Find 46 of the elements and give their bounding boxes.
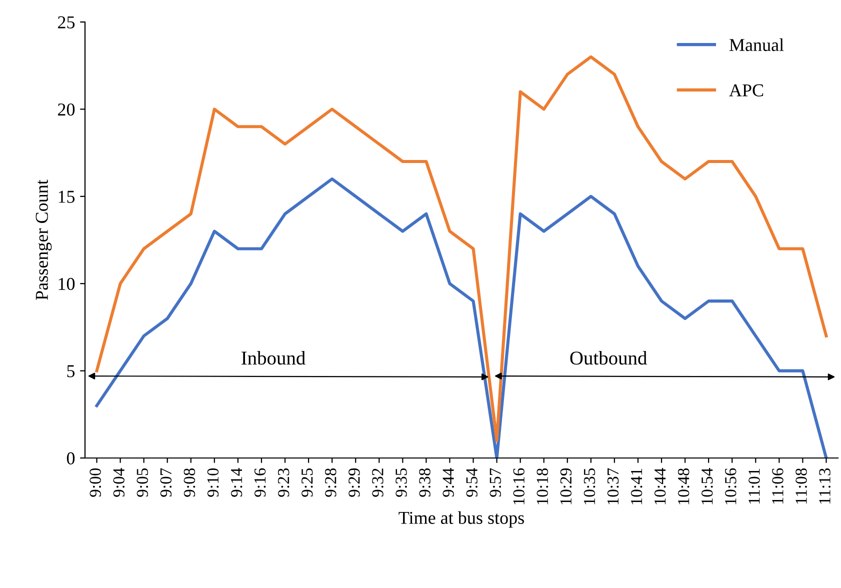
x-tick-label: 9:04: [113, 468, 125, 497]
legend-label: Manual: [729, 38, 784, 52]
y-tick-label: 5: [67, 365, 75, 378]
annotation: Inbound: [242, 350, 306, 365]
x-tick-label: 9:29: [348, 468, 360, 497]
x-tick-label: 9:00: [90, 468, 102, 497]
y-tick-label: 10: [58, 278, 75, 290]
x-tick-label: 10:41: [630, 468, 642, 504]
x-tick-label: 10:48: [678, 468, 690, 504]
x-tick-label: 9:16: [254, 468, 266, 497]
x-tick-label: 9:44: [442, 468, 454, 497]
line-series: [95, 55, 828, 442]
x-tick-label: 11:06: [772, 468, 784, 504]
y-axis-title: Passenger Count: [36, 180, 52, 300]
x-tick-label: 9:28: [325, 468, 336, 497]
x-tick-label: 9:07: [160, 468, 172, 497]
x-tick-label: 9:57: [490, 468, 502, 497]
x-tick-label: 10:29: [560, 468, 572, 504]
y-tick-label: 15: [58, 190, 75, 203]
legend-label: APC: [729, 84, 764, 96]
x-tick-label: 11:13: [819, 468, 830, 504]
y-tick-label: 0: [66, 452, 75, 464]
line-series: [95, 177, 828, 458]
x-tick-label: 9:32: [372, 468, 384, 497]
x-tick-label: 9:08: [184, 468, 196, 497]
x-tick-label: 9:10: [207, 468, 219, 497]
x-tick-label: 10:44: [654, 468, 666, 504]
x-axis-title: Time at bus stops: [398, 511, 524, 528]
y-tick-label: 20: [58, 103, 75, 116]
x-tick-label: 10:18: [536, 468, 548, 504]
x-tick-label: 9:38: [419, 468, 430, 497]
x-tick-label: 9:54: [466, 468, 478, 497]
x-tick-label: 10:35: [584, 468, 596, 504]
x-tick-label: 9:23: [278, 468, 290, 497]
x-tick-label: 9:25: [302, 468, 313, 497]
x-tick-label: 9:35: [396, 468, 407, 497]
x-tick-label: 11:01: [748, 468, 760, 504]
x-tick-label: 9:14: [230, 468, 242, 497]
y-tick-label: 25: [58, 16, 75, 28]
x-tick-label: 10:37: [607, 468, 619, 504]
x-tick-label: 10:16: [513, 468, 525, 504]
x-tick-label: 11:08: [796, 468, 807, 504]
x-tick-label: 10:54: [702, 468, 713, 504]
annotation: Outbound: [570, 350, 647, 365]
x-tick-label: 9:05: [136, 468, 148, 497]
x-tick-label: 10:56: [725, 468, 736, 504]
